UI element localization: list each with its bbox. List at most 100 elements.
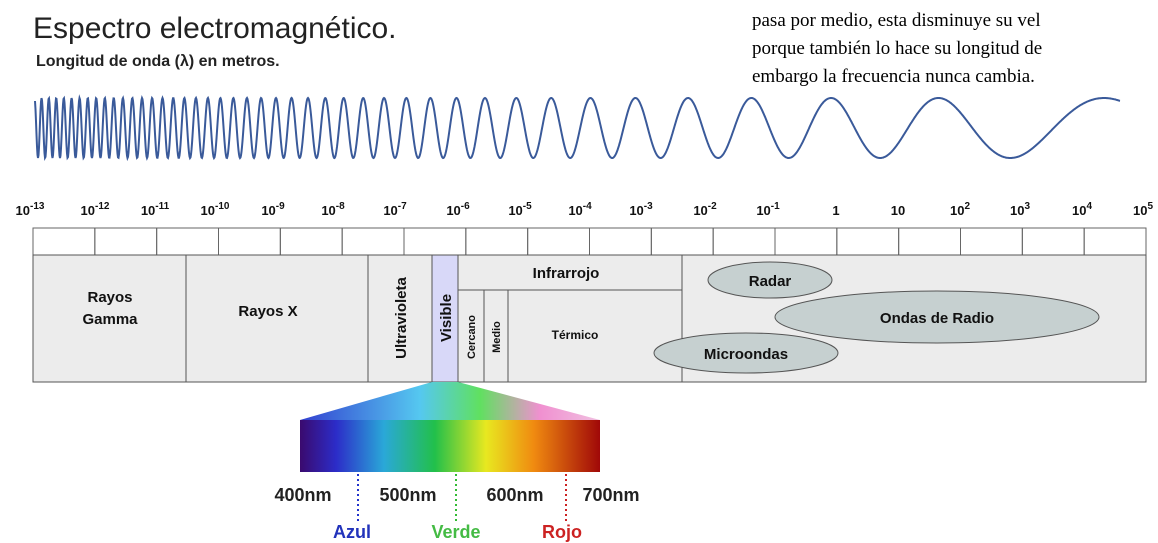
scale-exponent: 5 bbox=[1147, 201, 1153, 212]
ruler-cell bbox=[466, 228, 528, 255]
ruler-cell bbox=[961, 228, 1023, 255]
scale-base: 10 bbox=[16, 203, 30, 218]
ruler-cell bbox=[219, 228, 281, 255]
note-line: porque también lo hace su longitud de bbox=[752, 38, 1042, 59]
scale-label: 10-1 bbox=[756, 201, 780, 218]
band-label: Visible bbox=[438, 294, 455, 342]
scale-base: 10 bbox=[508, 203, 522, 218]
band-label: Cercano bbox=[466, 315, 478, 359]
scale-base: 10 bbox=[321, 203, 335, 218]
band-label: Ondas de Radio bbox=[880, 310, 994, 327]
wavelength-label: 600nm bbox=[486, 485, 543, 505]
ruler-cell bbox=[157, 228, 219, 255]
ruler-cell bbox=[528, 228, 590, 255]
band-label: Radar bbox=[749, 273, 792, 290]
scale-exponent: -4 bbox=[583, 201, 592, 212]
spectrum-diagram: Espectro electromagnético. Longitud de o… bbox=[0, 0, 1158, 543]
scale-label: 10-6 bbox=[446, 201, 470, 218]
scale-base: 1 bbox=[832, 203, 839, 218]
band-label: Ultravioleta bbox=[393, 276, 410, 358]
scale-label: 10-4 bbox=[568, 201, 592, 218]
scale-label: 10-7 bbox=[383, 201, 407, 218]
scale-base: 10 bbox=[446, 203, 460, 218]
subtitle: Longitud de onda (λ) en metros. bbox=[36, 53, 280, 70]
band-label: Infrarrojo bbox=[533, 265, 600, 282]
wavelength-label: 400nm bbox=[274, 485, 331, 505]
scale-label: 10 bbox=[891, 203, 905, 218]
scale-exponent: -2 bbox=[708, 201, 717, 212]
ruler-cell bbox=[280, 228, 342, 255]
scale-exponent: -12 bbox=[95, 201, 110, 212]
ruler-cell bbox=[95, 228, 157, 255]
scale-label: 105 bbox=[1133, 201, 1153, 218]
band-label: Rayos bbox=[87, 289, 132, 306]
scale-label: 10-13 bbox=[16, 201, 45, 218]
scale-base: 10 bbox=[693, 203, 707, 218]
scale-label: 10-9 bbox=[261, 201, 285, 218]
scale-exponent: -3 bbox=[644, 201, 653, 212]
scale-label: 104 bbox=[1072, 201, 1092, 218]
scale-base: 10 bbox=[756, 203, 770, 218]
scale-exponent: -10 bbox=[215, 201, 230, 212]
scale-base: 10 bbox=[1072, 203, 1086, 218]
band-label: Medio bbox=[491, 321, 503, 353]
scale-label: 102 bbox=[950, 201, 970, 218]
scale-label: 10-5 bbox=[508, 201, 532, 218]
band-label: Microondas bbox=[704, 346, 788, 363]
ruler-cell bbox=[1022, 228, 1084, 255]
scale-base: 10 bbox=[950, 203, 964, 218]
scale-base: 10 bbox=[629, 203, 643, 218]
scale-exponent: -13 bbox=[30, 201, 45, 212]
scale-label: 1 bbox=[832, 203, 839, 218]
ruler-cell bbox=[33, 228, 95, 255]
scale-base: 10 bbox=[891, 203, 905, 218]
scale-base: 10 bbox=[261, 203, 275, 218]
wavelength-label: 500nm bbox=[379, 485, 436, 505]
ruler-cell bbox=[713, 228, 775, 255]
ruler-cell bbox=[342, 228, 404, 255]
scale-label: 10-12 bbox=[81, 201, 110, 218]
scale-base: 10 bbox=[568, 203, 582, 218]
scale-exponent: -8 bbox=[336, 201, 345, 212]
visible-fan bbox=[300, 382, 600, 420]
scale-base: 10 bbox=[81, 203, 95, 218]
scale-exponent: 4 bbox=[1086, 201, 1092, 212]
scale-label: 10-2 bbox=[693, 201, 717, 218]
scale-exponent: -1 bbox=[771, 201, 780, 212]
note-line: embargo la frecuencia nunca cambia. bbox=[752, 66, 1035, 87]
scale-base: 10 bbox=[1133, 203, 1147, 218]
note-line: pasa por medio, esta disminuye su vel bbox=[752, 10, 1041, 31]
scale-label: 10-3 bbox=[629, 201, 653, 218]
scale-base: 10 bbox=[383, 203, 397, 218]
scale-exponent: -9 bbox=[276, 201, 285, 212]
band-label: Gamma bbox=[82, 311, 138, 328]
color-label: Rojo bbox=[542, 522, 582, 542]
scale-exponent: 3 bbox=[1024, 201, 1030, 212]
scale-base: 10 bbox=[201, 203, 215, 218]
ruler-cell bbox=[590, 228, 652, 255]
scale-exponent: -7 bbox=[398, 201, 407, 212]
scale-exponent: -11 bbox=[155, 201, 169, 212]
scale-exponent: 2 bbox=[964, 201, 970, 212]
scale-label: 10-11 bbox=[141, 201, 170, 218]
scale-label: 103 bbox=[1010, 201, 1030, 218]
scale-base: 10 bbox=[141, 203, 155, 218]
ruler-cell bbox=[1084, 228, 1146, 255]
ruler-cell bbox=[899, 228, 961, 255]
band-label: Térmico bbox=[552, 328, 599, 342]
color-label: Azul bbox=[333, 522, 371, 542]
ruler-cell bbox=[775, 228, 837, 255]
wave bbox=[35, 98, 1120, 158]
scale-base: 10 bbox=[1010, 203, 1024, 218]
ruler-cell bbox=[837, 228, 899, 255]
ruler-cell bbox=[404, 228, 466, 255]
color-label: Verde bbox=[431, 522, 480, 542]
rainbow bbox=[300, 420, 600, 472]
scale-exponent: -6 bbox=[461, 201, 470, 212]
scale-exponent: -5 bbox=[523, 201, 532, 212]
band-label: Rayos X bbox=[238, 303, 297, 320]
title: Espectro electromagnético. bbox=[33, 12, 397, 45]
scale-label: 10-8 bbox=[321, 201, 345, 218]
ruler-cell bbox=[651, 228, 713, 255]
scale-label: 10-10 bbox=[201, 201, 230, 218]
